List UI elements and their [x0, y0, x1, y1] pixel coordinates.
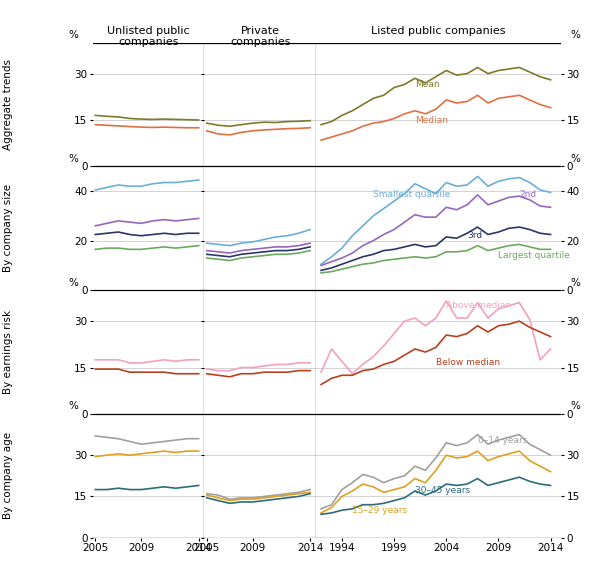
Text: 3rd: 3rd: [467, 231, 482, 240]
Text: %: %: [571, 154, 581, 164]
Text: Mean: Mean: [415, 80, 440, 89]
Text: Private
companies: Private companies: [230, 26, 290, 47]
Text: Below median: Below median: [436, 358, 500, 368]
Text: Median: Median: [415, 116, 448, 125]
Text: By company size: By company size: [3, 184, 13, 273]
Text: Above median: Above median: [446, 301, 512, 310]
Text: Largest quartile: Largest quartile: [499, 251, 570, 260]
Text: Listed public companies: Listed public companies: [371, 26, 506, 36]
Text: 15–29 years: 15–29 years: [352, 506, 407, 515]
Text: By company age: By company age: [3, 432, 13, 519]
Text: %: %: [571, 278, 581, 288]
Text: 0–14 years: 0–14 years: [478, 436, 527, 444]
Text: %: %: [68, 278, 79, 288]
Text: %: %: [571, 30, 581, 40]
Text: %: %: [571, 402, 581, 411]
Text: Aggregate trends: Aggregate trends: [3, 59, 13, 150]
Text: Smallest quartile: Smallest quartile: [373, 191, 451, 199]
Text: %: %: [68, 154, 79, 164]
Text: %: %: [68, 402, 79, 411]
Text: 30–45 years: 30–45 years: [415, 486, 470, 496]
Text: By earnings risk: By earnings risk: [3, 310, 13, 394]
Text: 2nd: 2nd: [519, 191, 536, 199]
Text: Unlisted public
companies: Unlisted public companies: [107, 26, 190, 47]
Text: %: %: [68, 30, 79, 40]
